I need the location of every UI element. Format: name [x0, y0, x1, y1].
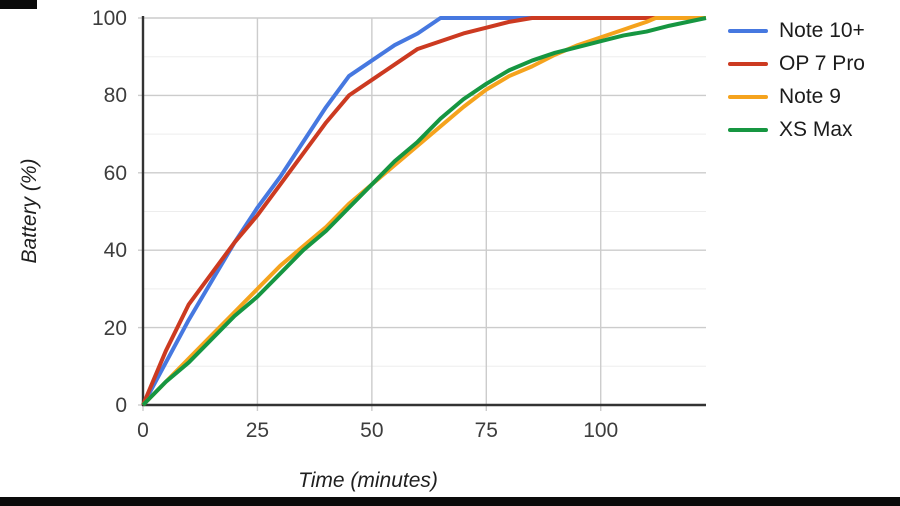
- series-line-note-10-: [141, 16, 706, 406]
- y-tick-label: 20: [103, 316, 127, 340]
- x-tick-label: 75: [474, 419, 498, 442]
- y-axis-title: Battery (%): [18, 158, 41, 264]
- y-tick-label: 40: [103, 239, 127, 263]
- letterbox-top-notch: [0, 0, 37, 9]
- legend-label: Note 10+: [779, 19, 865, 42]
- xsmax-line-swatch: [728, 127, 768, 132]
- x-tick-label: 50: [360, 419, 384, 442]
- y-tick-label: 80: [103, 84, 127, 108]
- legend-item-note9: Note 9: [728, 80, 865, 113]
- series-line-note-9: [141, 16, 706, 407]
- x-tick-label: 25: [245, 419, 270, 442]
- legend-label: Note 9: [779, 85, 841, 108]
- note10plus-line-swatch: [728, 28, 768, 33]
- note9-line-swatch: [728, 94, 768, 99]
- x-tick-label: 0: [137, 419, 149, 442]
- legend: Note 10+ OP 7 Pro Note 9 XS Max: [728, 14, 865, 146]
- legend-item-op7pro: OP 7 Pro: [728, 47, 865, 80]
- legend-item-xsmax: XS Max: [728, 113, 865, 146]
- x-tick-label: 100: [583, 419, 619, 442]
- legend-label: OP 7 Pro: [779, 52, 865, 75]
- legend-label: XS Max: [779, 118, 853, 141]
- y-tick-label: 0: [115, 394, 127, 417]
- letterbox-bottom-bar: [0, 497, 900, 506]
- legend-item-note10plus: Note 10+: [728, 14, 865, 47]
- y-tick-label: 60: [103, 161, 127, 185]
- series-line-xs-max: [141, 16, 707, 407]
- series-line-op-7-pro: [141, 16, 706, 406]
- x-axis-title: Time (minutes): [298, 469, 438, 492]
- y-tick-label: 100: [91, 7, 127, 30]
- op7pro-line-swatch: [728, 61, 768, 66]
